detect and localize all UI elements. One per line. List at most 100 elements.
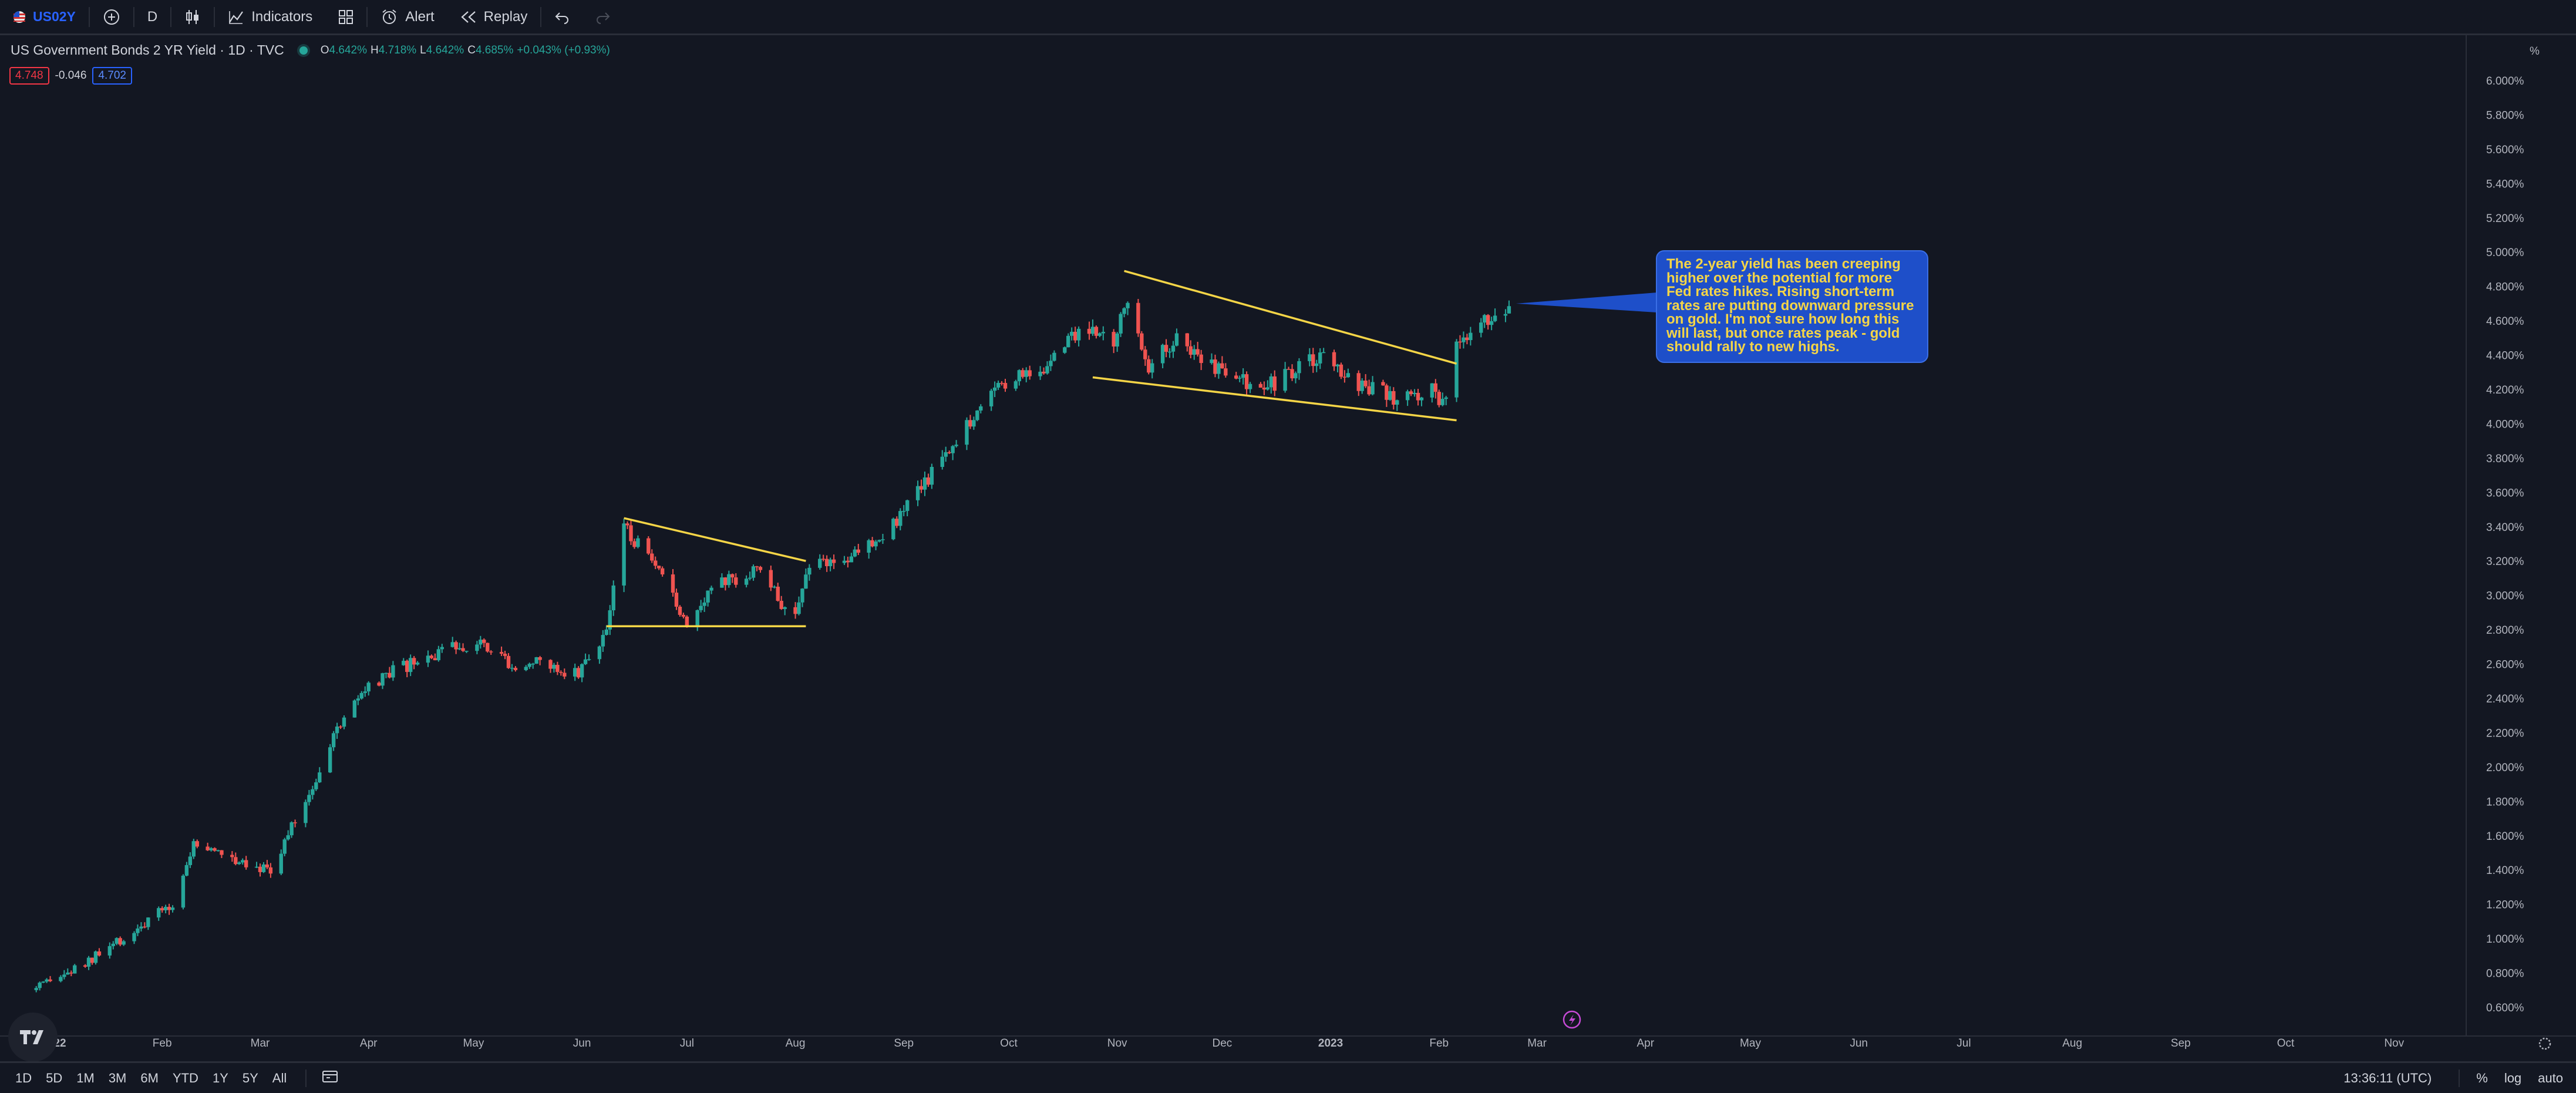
utc-clock[interactable]: 13:36:11 (UTC) [2343,1070,2432,1085]
candle [241,858,245,865]
candle [1112,329,1116,354]
candle [877,539,881,543]
candle [220,850,224,858]
candle [758,566,763,573]
redo-button[interactable] [582,0,624,35]
candle [1213,354,1217,378]
redo-icon [597,12,610,24]
candle [122,940,126,946]
undo-button[interactable] [541,0,582,35]
range-button-all[interactable]: All [272,1070,287,1085]
candle [1217,361,1221,379]
candle [1063,347,1067,354]
candle [335,722,339,739]
candle-style-icon [186,9,199,24]
candle [548,659,553,673]
chart-type-button[interactable] [171,0,214,35]
range-button-1m[interactable]: 1M [76,1070,95,1085]
candle [895,516,899,529]
candle [846,556,850,568]
replay-button[interactable]: Replay [447,0,541,35]
date-range-button[interactable] [322,1070,338,1087]
legend-title[interactable]: US Government Bonds 2 YR Yield · 1D · TV… [11,42,284,58]
bolt-icon[interactable] [1563,1010,1581,1029]
trendline[interactable] [1092,376,1457,422]
change-value: +0.043% (+0.93%) [517,43,610,56]
candle [702,597,706,612]
symbol-name: US02Y [33,9,76,24]
candle [359,691,363,700]
candle [1258,382,1263,388]
candle [681,613,686,618]
tradingview-logo[interactable] [8,1013,58,1061]
candle [461,643,465,653]
candle [1160,344,1165,369]
log-scale-toggle[interactable]: log [2504,1070,2522,1085]
time-axis-label: Jun [573,1037,591,1050]
candle [1409,389,1413,396]
alert-button[interactable]: Alert [368,0,447,35]
candle [1115,332,1119,352]
indicators-button[interactable]: Indicators [215,0,325,35]
trendline[interactable] [1124,270,1457,365]
interval-button[interactable]: D [134,0,170,35]
candle [66,968,70,975]
candle [1412,389,1417,397]
range-button-3m[interactable]: 3M [108,1070,127,1085]
percent-scale-toggle[interactable]: % [2476,1070,2488,1085]
price-axis-label: 2.800% [2486,624,2524,637]
ask-badge[interactable]: 4.702 [92,67,132,85]
candle [727,570,731,588]
candle [268,863,273,878]
candle [531,662,535,669]
candle [965,417,969,450]
range-button-5y[interactable]: 5Y [242,1070,258,1085]
bottom-toolbar: 1D 5D 1M 3M 6M YTD 1Y 5Y All 13:36:11 (UTC) % lo… [0,1061,2576,1093]
chart-area[interactable]: % 6.000% 5.800% 5.600% 5.400% 5.200% 5.000% 4.… [0,35,2576,1061]
candle [1493,308,1497,322]
candle [1087,321,1092,340]
candle [479,635,483,649]
range-button-ytd[interactable]: YTD [172,1070,198,1085]
range-button-5d[interactable]: 5D [46,1070,63,1085]
candle [1140,331,1144,351]
candle [170,905,175,913]
candle [464,651,469,653]
range-button-1d[interactable]: 1D [15,1070,32,1085]
trendlines [606,270,1457,628]
candle [720,573,724,588]
time-axis-label: Jul [1957,1037,1971,1050]
candle [524,665,528,671]
price-axis-label: 0.800% [2486,968,2524,980]
candle [793,602,797,619]
candle [629,519,633,545]
candle [59,975,63,983]
candle [293,819,297,828]
candle [1462,331,1466,349]
callout-note[interactable]: The 2-year yield has been creeping highe… [1656,250,1928,363]
layouts-button[interactable] [325,0,366,35]
candle [625,521,629,529]
time-axis[interactable]: 2022FebMarAprMayJunJulAugSepOctNovDec202… [0,1035,2576,1050]
trendline[interactable] [624,517,806,562]
candle [1395,399,1399,411]
range-button-6m[interactable]: 6M [140,1070,159,1085]
range-button-1y[interactable]: 1Y [212,1070,228,1085]
candle [902,505,906,516]
axis-settings-gear-icon[interactable] [2538,1037,2551,1050]
calendar-range-icon [322,1070,338,1082]
symbol-search[interactable]: US02Y [0,0,89,35]
indicators-icon [229,11,244,24]
candle [342,715,346,729]
auto-scale-toggle[interactable]: auto [2538,1070,2563,1085]
bid-badge[interactable]: 4.748 [9,67,49,85]
candle [69,970,73,977]
chart-canvas[interactable]: % 6.000% 5.800% 5.600% 5.400% 5.200% 5.000% 4.… [0,35,2576,1061]
compare-add-symbol-button[interactable] [90,0,133,35]
candle [1287,366,1291,370]
toolbar-divider [133,6,134,27]
candle [1381,379,1385,386]
price-axis[interactable]: % 6.000% 5.800% 5.600% 5.400% 5.200% 5.000% 4.… [2466,35,2540,1036]
market-status-icon[interactable] [299,46,308,55]
time-axis-label: Feb [1429,1037,1449,1050]
